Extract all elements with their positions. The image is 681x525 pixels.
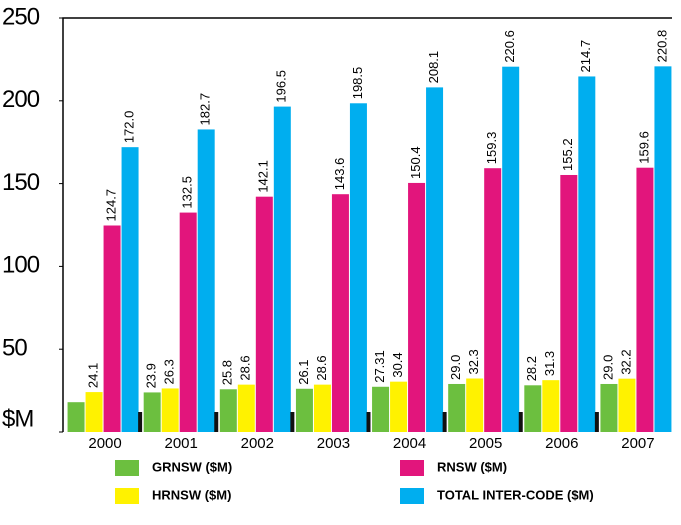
bar bbox=[408, 182, 426, 432]
value-label: 124.7 bbox=[104, 189, 119, 222]
value-label: 27.31 bbox=[372, 350, 387, 383]
value-label: 24.1 bbox=[86, 363, 101, 388]
bar bbox=[219, 389, 237, 432]
bar bbox=[524, 385, 542, 432]
legend-label: TOTAL INTER-CODE ($M) bbox=[437, 487, 594, 502]
value-label: 32.2 bbox=[618, 349, 633, 374]
bar bbox=[121, 147, 139, 432]
value-label: 143.6 bbox=[332, 158, 347, 191]
value-label: 132.5 bbox=[180, 176, 195, 209]
bar bbox=[161, 388, 179, 432]
value-label: 26.3 bbox=[162, 359, 177, 384]
value-label: 26.1 bbox=[296, 359, 311, 384]
bar bbox=[600, 383, 618, 432]
bar bbox=[143, 392, 161, 432]
bar bbox=[448, 383, 466, 432]
value-label: 32.3 bbox=[466, 349, 481, 374]
group-separator bbox=[214, 412, 219, 432]
value-label: 155.2 bbox=[560, 138, 575, 171]
group-separator bbox=[594, 412, 599, 432]
x-tick-label: 2002 bbox=[241, 435, 274, 452]
bar bbox=[349, 103, 367, 432]
y-tick-label: 250 bbox=[2, 3, 40, 30]
value-label: 25.8 bbox=[220, 360, 235, 385]
value-label: 150.4 bbox=[408, 146, 423, 179]
value-label: 30.4 bbox=[390, 352, 405, 377]
bar bbox=[103, 225, 121, 432]
value-label: 196.5 bbox=[274, 70, 289, 103]
bar bbox=[502, 66, 520, 432]
group-separator bbox=[366, 412, 371, 432]
bar bbox=[542, 380, 560, 432]
value-label: 28.6 bbox=[314, 355, 329, 380]
value-label: 182.7 bbox=[198, 93, 213, 126]
group-separator bbox=[442, 412, 447, 432]
y-tick-label: 150 bbox=[2, 169, 40, 196]
bar bbox=[255, 196, 273, 432]
group-separator bbox=[290, 412, 295, 432]
value-label: 23.9 bbox=[144, 363, 159, 388]
x-tick-label: 2001 bbox=[165, 435, 198, 452]
value-label: 220.8 bbox=[654, 30, 669, 63]
legend-swatch bbox=[400, 488, 424, 504]
x-tick-label: 2005 bbox=[469, 435, 502, 452]
legend-label: RNSW ($M) bbox=[437, 459, 507, 474]
bar bbox=[273, 106, 291, 432]
bar bbox=[313, 384, 331, 432]
y-tick-label: 50 bbox=[2, 335, 27, 362]
x-tick-label: 2003 bbox=[317, 435, 350, 452]
bar bbox=[85, 392, 103, 432]
y-tick-label: 200 bbox=[2, 86, 40, 113]
value-label: 159.3 bbox=[484, 132, 499, 165]
value-label: 29.0 bbox=[600, 355, 615, 380]
x-tick-label: 2004 bbox=[393, 435, 426, 452]
legend-swatch bbox=[115, 488, 139, 504]
bar bbox=[466, 378, 484, 432]
value-label: 214.7 bbox=[578, 40, 593, 73]
bar bbox=[331, 194, 349, 432]
legend-swatch bbox=[115, 460, 139, 476]
bar bbox=[197, 129, 215, 433]
bar bbox=[237, 384, 255, 432]
value-label: 159.6 bbox=[636, 131, 651, 164]
x-tick-label: 2007 bbox=[621, 435, 654, 452]
legend-label: HRNSW ($M) bbox=[152, 487, 231, 502]
bar bbox=[372, 386, 390, 432]
value-label: 220.6 bbox=[502, 30, 517, 63]
y-tick-label: 100 bbox=[2, 252, 40, 279]
value-label: 142.1 bbox=[256, 160, 271, 193]
bar bbox=[654, 66, 672, 433]
bar bbox=[484, 168, 502, 432]
bar bbox=[179, 212, 197, 432]
value-label: 28.6 bbox=[238, 355, 253, 380]
bar bbox=[618, 378, 636, 432]
bar bbox=[578, 76, 596, 433]
bar bbox=[67, 402, 85, 432]
value-label: 198.5 bbox=[350, 67, 365, 100]
bar bbox=[636, 167, 654, 432]
value-label: 31.3 bbox=[542, 351, 557, 376]
legend-label: GRNSW ($M) bbox=[152, 459, 232, 474]
legend-swatch bbox=[400, 460, 424, 476]
value-label: 29.0 bbox=[448, 355, 463, 380]
bar bbox=[390, 381, 408, 432]
value-label: 172.0 bbox=[122, 111, 137, 144]
x-tick-label: 2006 bbox=[545, 435, 578, 452]
group-separator bbox=[138, 412, 143, 432]
bar bbox=[295, 388, 313, 432]
x-tick-label: 2000 bbox=[88, 435, 121, 452]
value-label: 208.1 bbox=[426, 51, 441, 84]
bar bbox=[426, 87, 444, 432]
value-label: 28.2 bbox=[524, 356, 539, 381]
group-separator bbox=[518, 412, 523, 432]
y-tick-label: $M bbox=[2, 405, 33, 432]
bar bbox=[560, 174, 578, 432]
